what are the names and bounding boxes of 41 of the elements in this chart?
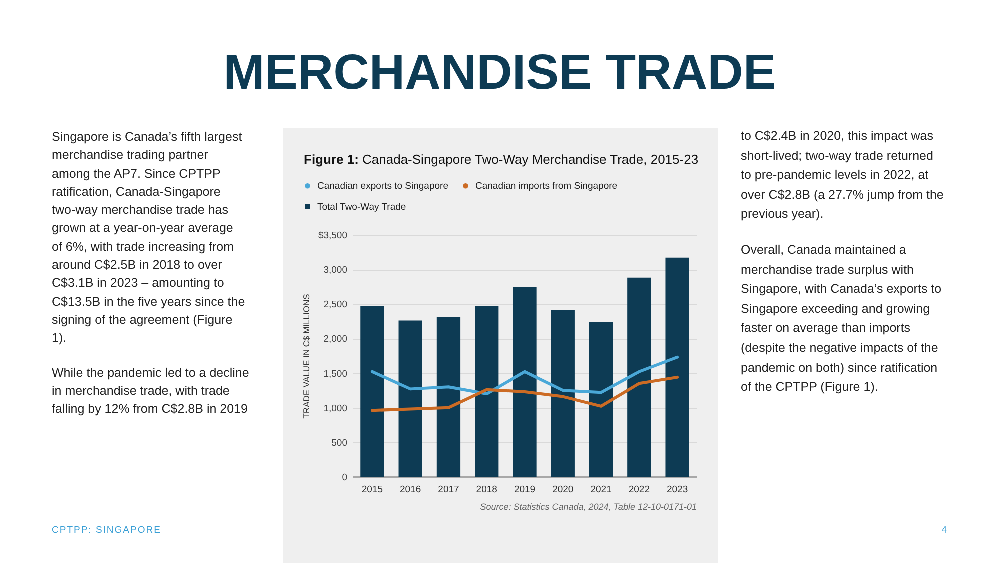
bar [475,306,499,477]
y-tick-label: 2,500 [324,300,348,311]
bar [513,288,537,477]
y-tick-label: 1,000 [324,403,348,414]
text: CPTPP: SINGAPORE [52,525,162,537]
y-tick-label: 0 [342,472,348,484]
y-tick-label: 3,000 [324,265,348,276]
text: to C$2.4B in 2020, this impact was short-lived; two-way trade returned to pre-pandemic levels in 2022, at over C$2.8B (a 27.7% jump from the previous year). [741,129,944,222]
x-tick-label: 2016 [400,484,422,496]
line-series [370,376,680,412]
y-tick-label: 1,500 [324,368,348,380]
legend-label: Total Two-Way Trade [318,202,406,213]
text: While the pandemic led to a decline in merchandise trade, with trade falling by 12% from C$2.8B in 2019 [52,364,250,418]
y-tick-label: 2,000 [324,334,348,346]
text: 4 [942,525,948,537]
x-tick-label: 2023 [666,484,688,496]
x-tick-label: 2019 [514,484,536,496]
x-tick-label: 2017 [438,484,460,496]
y-tick-label: 500 [332,438,348,449]
source-note: Source: Statistics Canada, 2024, Table 12-10-0171-01 [480,501,697,513]
y-axis-title: TRADE VALUE IN C$ MILLIONS [302,294,312,419]
bar [666,258,690,477]
text: Overall, Canada maintained a merchandise trade surplus with Singapore, with Canada’s exports to Singapore exceeding and growing faster on average than imports (despite the negative impacts of the pandemic on both) since ratification of the CPTPP (Figure 1). [741,242,943,396]
chart-title: MERCHANDISE TRADE [222,45,778,100]
x-tick-label: 2018 [476,484,498,496]
x-tick-label: 2021 [590,484,612,496]
bar [398,320,422,477]
bar [436,317,461,477]
x-tick-label: 2015 [362,484,384,496]
text: Singapore is Canada’s fifth largest merchandise trading partner among the AP7. Since CPTPP ratification, Canada-Singapore two-way merchandise trade has grown at a year-on-year average of 6%, with trade increasing from around C$2.5B in 2018 to over C$3.1B in 2023 – amounting to C$13.5B in the five years since the signing of the agreement (Figure 1). [52,130,246,346]
line-series [370,356,680,396]
bar [360,306,384,477]
x-tick-label: 2022 [628,484,650,496]
legend-label: Canadian imports from Singapore [476,181,618,192]
bar [628,278,652,477]
bar [589,322,614,477]
y-tick-label: $3,500 [318,230,348,242]
bar [551,310,575,477]
legend-label: Canadian exports to Singapore [318,181,448,192]
x-tick-label: 2020 [552,484,574,496]
chart-subtitle: Figure 1: Canada-Singapore Two-Way Merchandise Trade, 2015-23 [304,152,699,168]
